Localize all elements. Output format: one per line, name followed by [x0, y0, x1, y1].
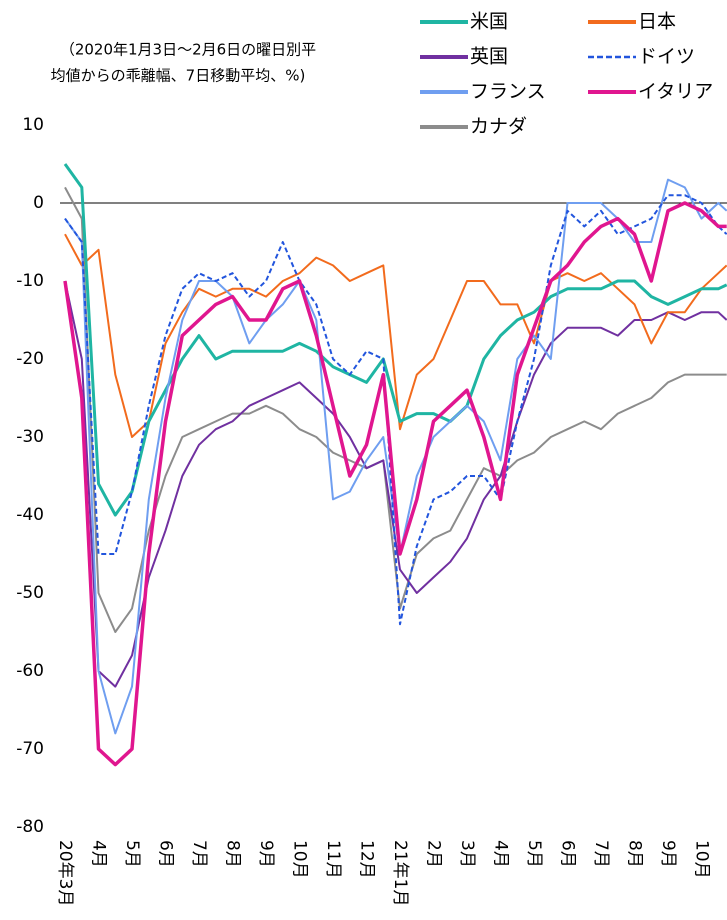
x-tick-label: 11月 [323, 840, 343, 879]
x-tick-label: 7月 [189, 840, 209, 868]
y-tick-label: -40 [16, 505, 44, 525]
x-tick-label: 4月 [89, 840, 109, 868]
legend-label: カナダ [470, 116, 527, 138]
series-line [64, 280, 727, 688]
x-tick-label: 3月 [457, 840, 477, 868]
legend-label: 米国 [470, 11, 508, 33]
legend-label: 日本 [638, 11, 676, 33]
x-tick-label: 10月 [290, 840, 310, 879]
x-tick-label: 9月 [658, 840, 678, 868]
x-tick-label: 4月 [491, 840, 511, 868]
legend-label: ドイツ [638, 46, 695, 68]
legend-label: イタリア [638, 81, 713, 103]
annotation: 均値からの乖離幅、7日移動平均、%) [51, 67, 306, 85]
y-tick-label: -60 [16, 661, 44, 681]
x-tick-label: 20年3月 [55, 840, 75, 906]
x-tick-label: 8月 [223, 840, 243, 868]
series-line [64, 194, 727, 626]
series-line [64, 233, 727, 438]
y-tick-label: -70 [16, 739, 44, 759]
x-tick-label: 5月 [122, 840, 142, 868]
legend-label: 英国 [470, 46, 508, 68]
legend-label: フランス [470, 81, 546, 103]
x-tick-label: 10月 [692, 840, 712, 879]
y-tick-label: 0 [33, 193, 44, 213]
y-tick-label: -10 [16, 271, 44, 291]
annotation: （2020年1月3日～2月6日の曜日別平 [60, 41, 316, 59]
x-tick-label: 6月 [558, 840, 578, 868]
x-tick-label: 12月 [357, 840, 377, 879]
x-tick-label: 7月 [591, 840, 611, 868]
y-tick-label: -30 [16, 427, 44, 447]
series-line [63, 201, 727, 767]
x-tick-label: 6月 [156, 840, 176, 868]
x-tick-label: 5月 [524, 840, 544, 868]
y-tick-label: 10 [22, 115, 44, 135]
x-tick-label: 21年1月 [390, 840, 410, 906]
x-tick-label: 9月 [256, 840, 276, 868]
x-tick-label: 8月 [625, 840, 645, 868]
y-tick-label: -50 [16, 583, 44, 603]
series-line [64, 178, 727, 735]
y-tick-label: -80 [16, 817, 44, 837]
y-tick-label: -20 [16, 349, 44, 369]
x-tick-label: 2月 [424, 840, 444, 868]
